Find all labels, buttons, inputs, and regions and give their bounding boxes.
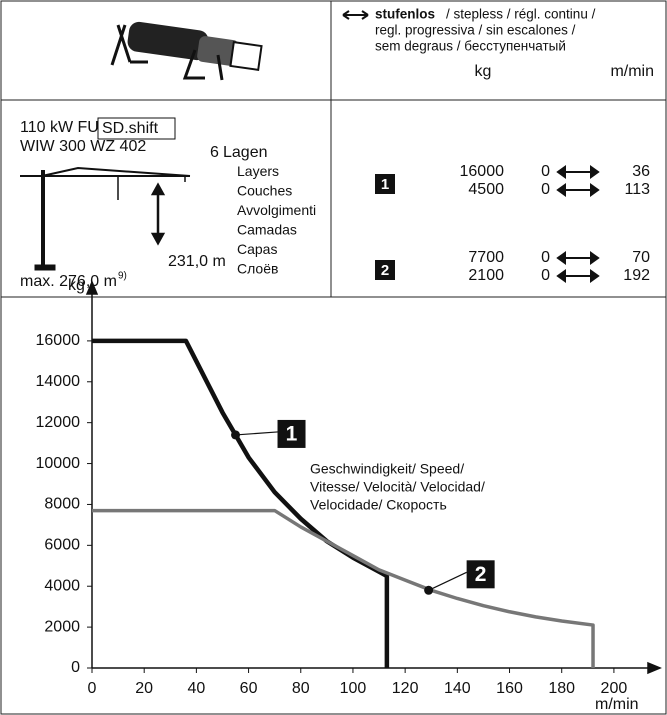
x-axis bbox=[92, 663, 660, 673]
frame bbox=[1, 1, 666, 714]
speed-min: 0 bbox=[541, 249, 550, 266]
stepless-arrow bbox=[343, 11, 368, 19]
y-tick-label: 4000 bbox=[44, 577, 80, 594]
speed-min: 0 bbox=[541, 181, 550, 198]
layer-name: Avvolgimenti bbox=[237, 202, 316, 218]
x-tick-label: 60 bbox=[240, 680, 258, 697]
layer-name: Layers bbox=[237, 163, 279, 179]
y-tick-label: 2000 bbox=[44, 618, 80, 635]
mode: SD.shift bbox=[102, 120, 159, 137]
speed-arrow bbox=[558, 167, 598, 177]
load: 16000 bbox=[460, 163, 505, 180]
y-tick-label: 14000 bbox=[36, 373, 81, 390]
layer-count: 6 bbox=[210, 144, 219, 161]
speed-max: 70 bbox=[632, 249, 650, 266]
leader-line bbox=[429, 572, 467, 590]
y-tick-label: 8000 bbox=[44, 496, 80, 513]
x-tick-label: 40 bbox=[187, 680, 205, 697]
speed-max: 192 bbox=[623, 267, 650, 284]
unit-speed: m/min bbox=[610, 63, 654, 80]
layer-name: Couches bbox=[237, 183, 292, 199]
model: WIW 300 WZ 402 bbox=[20, 138, 146, 155]
speed-min: 0 bbox=[541, 163, 550, 180]
x-tick-label: 20 bbox=[135, 680, 153, 697]
y-tick-label: 16000 bbox=[36, 332, 81, 349]
speed-arrow bbox=[558, 271, 598, 281]
speed-desc: regl. progressiva / sin escalones / bbox=[375, 23, 576, 38]
series-line bbox=[92, 511, 593, 668]
x-tick-label: 100 bbox=[340, 680, 367, 697]
speed-max: 36 bbox=[632, 163, 650, 180]
load: 4500 bbox=[468, 181, 504, 198]
marker bbox=[424, 586, 433, 595]
unit-load: kg bbox=[475, 63, 492, 80]
x-tick-label: 200 bbox=[601, 680, 628, 697]
layer-name: Capas bbox=[237, 241, 277, 257]
y-tick-label: 12000 bbox=[36, 414, 81, 431]
x-tick-label: 140 bbox=[444, 680, 471, 697]
y-tick-label: 0 bbox=[71, 659, 80, 676]
layer-name: Camadas bbox=[237, 222, 297, 238]
speed-min: 0 bbox=[541, 267, 550, 284]
marker bbox=[231, 430, 240, 439]
load: 7700 bbox=[468, 249, 504, 266]
y-axis-label: kg bbox=[68, 277, 85, 294]
spec-sheet: stufenlos / stepless / régl. continu / r… bbox=[0, 0, 667, 715]
y-tick-label: 10000 bbox=[36, 455, 81, 472]
speed-label: stufenlos bbox=[375, 7, 435, 22]
speed-max: 113 bbox=[624, 181, 650, 198]
x-tick-label: 80 bbox=[292, 680, 310, 697]
badge-label: 2 bbox=[475, 563, 487, 586]
hoist-illustration bbox=[112, 21, 262, 80]
x-tick-label: 160 bbox=[496, 680, 523, 697]
x-tick-label: 180 bbox=[548, 680, 575, 697]
speed-arrow bbox=[558, 253, 598, 263]
speed-desc: / stepless / régl. continu / bbox=[446, 7, 596, 22]
x-tick-label: 0 bbox=[88, 680, 97, 697]
annotation: Vitesse/ Velocità/ Velocidad/ bbox=[310, 479, 485, 495]
layer-name: Lagen bbox=[223, 144, 268, 161]
annotation: Velocidade/ Скорость bbox=[310, 497, 447, 513]
layer-name: Слоёв bbox=[237, 261, 278, 277]
badge-label: 2 bbox=[381, 262, 389, 279]
x-axis-label: m/min bbox=[595, 696, 639, 713]
height: 231,0 m bbox=[168, 253, 226, 270]
x-tick-label: 120 bbox=[392, 680, 419, 697]
annotation: Geschwindigkeit/ Speed/ bbox=[310, 461, 464, 477]
footnote: 9) bbox=[118, 271, 127, 282]
crane-illustration bbox=[20, 168, 190, 270]
power: 110 kW FU bbox=[20, 119, 99, 136]
y-tick-label: 6000 bbox=[44, 537, 80, 554]
load: 2100 bbox=[468, 267, 504, 284]
badge-label: 1 bbox=[381, 176, 389, 193]
badge-label: 1 bbox=[286, 422, 298, 445]
speed-desc: sem degraus / бесступенчатый bbox=[375, 39, 566, 54]
speed-arrow bbox=[558, 185, 598, 195]
leader-line bbox=[236, 432, 278, 435]
